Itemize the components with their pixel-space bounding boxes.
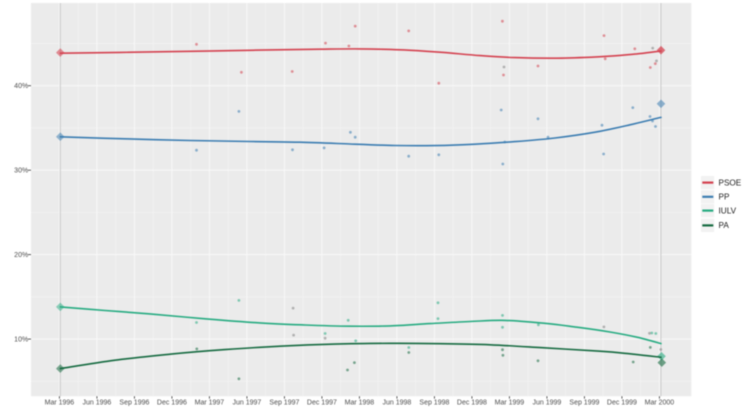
svg-text:30%: 30% [14, 168, 28, 175]
svg-text:Jun 1996: Jun 1996 [82, 400, 111, 407]
svg-text:Mar 1997: Mar 1997 [195, 400, 225, 407]
svg-text:Jun 1999: Jun 1999 [532, 400, 561, 407]
svg-text:20%: 20% [14, 252, 28, 259]
svg-text:PP: PP [719, 193, 730, 202]
svg-text:IULV: IULV [719, 206, 737, 215]
svg-text:Dec 1996: Dec 1996 [157, 400, 187, 407]
svg-text:Sep 1996: Sep 1996 [119, 400, 149, 407]
svg-text:Sep 1997: Sep 1997 [269, 400, 299, 407]
svg-text:Sep 1998: Sep 1998 [419, 400, 449, 407]
svg-text:Mar 1998: Mar 1998 [345, 400, 375, 407]
svg-text:Dec 1997: Dec 1997 [307, 400, 337, 407]
svg-text:Jun 1997: Jun 1997 [232, 400, 261, 407]
svg-text:10%: 10% [14, 337, 28, 344]
svg-text:Mar 1996: Mar 1996 [45, 400, 75, 407]
svg-text:Dec 1999: Dec 1999 [607, 400, 637, 407]
svg-text:Mar 1999: Mar 1999 [495, 400, 525, 407]
svg-text:PA: PA [719, 221, 730, 230]
svg-text:Mar 2000: Mar 2000 [645, 400, 675, 407]
svg-text:PSOE: PSOE [719, 178, 742, 187]
svg-text:Dec 1998: Dec 1998 [457, 400, 487, 407]
svg-text:Jun 1998: Jun 1998 [382, 400, 411, 407]
svg-text:Sep 1999: Sep 1999 [569, 400, 599, 407]
svg-text:40%: 40% [14, 83, 28, 90]
